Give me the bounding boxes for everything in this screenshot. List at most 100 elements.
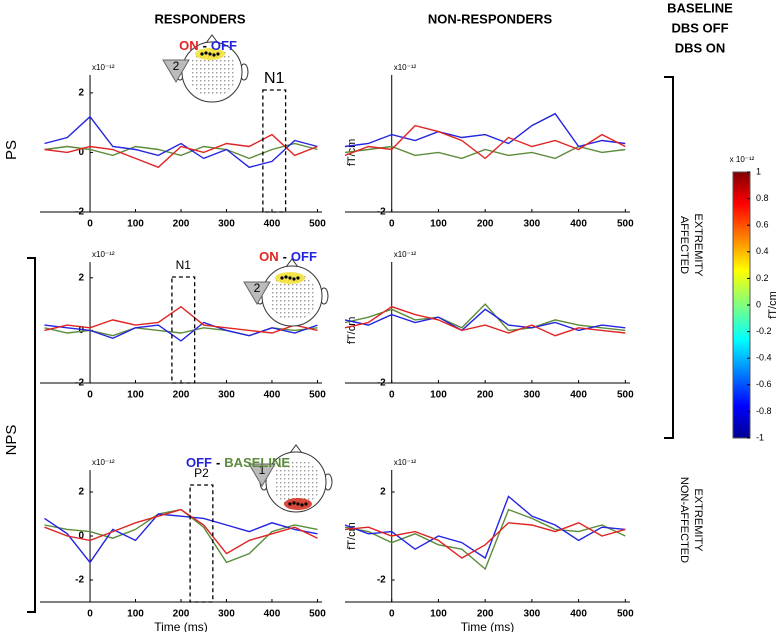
sensor	[296, 490, 298, 492]
x-tick-label: 300	[218, 219, 235, 230]
sensor	[216, 68, 218, 70]
x-tick-label: 200	[173, 609, 190, 620]
sensor	[296, 316, 298, 318]
sensor	[300, 288, 302, 290]
sensor	[192, 72, 194, 74]
x-tick-label: 500	[309, 390, 326, 401]
x-tick-label: 0	[87, 609, 93, 620]
sensor	[284, 304, 286, 306]
sensor	[276, 292, 278, 294]
sensor	[276, 296, 278, 298]
colorbar-tick-label: -0.2	[756, 326, 772, 336]
sensor	[292, 474, 294, 476]
series-line	[44, 321, 318, 342]
time-window-label: N1	[176, 258, 192, 272]
series-line	[44, 115, 318, 169]
sensor	[312, 470, 314, 472]
sensor	[196, 84, 198, 86]
sensor	[216, 88, 218, 90]
sensor	[304, 276, 306, 278]
sensor	[304, 482, 306, 484]
sensor	[204, 88, 206, 90]
sensor	[232, 64, 234, 66]
sensor	[292, 316, 294, 318]
sensor	[204, 80, 206, 82]
sensor	[280, 288, 282, 290]
sensor	[212, 88, 214, 90]
sensor	[228, 76, 230, 78]
sensor	[312, 308, 314, 310]
sensor	[232, 60, 234, 62]
sensor-highlight	[300, 503, 304, 507]
sensor	[304, 292, 306, 294]
sensor	[288, 490, 290, 492]
sensor	[280, 316, 282, 318]
sensor	[272, 308, 274, 310]
sensor	[280, 284, 282, 286]
sensor	[284, 308, 286, 310]
sensor	[312, 300, 314, 302]
sensor	[216, 76, 218, 78]
sensor	[296, 486, 298, 488]
colorbar-tick-label: 0.4	[756, 246, 769, 256]
sensor	[232, 68, 234, 70]
sensor	[212, 68, 214, 70]
sensor	[312, 494, 314, 496]
sensor	[192, 60, 194, 62]
sensor	[296, 308, 298, 310]
series-line	[44, 508, 318, 564]
sensor	[224, 52, 226, 54]
sensor	[200, 68, 202, 70]
x-tick-label: 100	[127, 609, 144, 620]
sensor	[196, 64, 198, 66]
head-nose	[205, 34, 219, 44]
sensor	[228, 84, 230, 86]
x-tick-label: 200	[477, 390, 494, 401]
sensor	[316, 470, 318, 472]
sensor	[296, 470, 298, 472]
sensor	[280, 312, 282, 314]
sensor	[216, 84, 218, 86]
sensor	[204, 92, 206, 94]
y-tick-label: -2	[75, 378, 84, 389]
sensor	[276, 312, 278, 314]
sensor-highlight	[200, 52, 204, 56]
sensor	[220, 60, 222, 62]
sensor	[200, 64, 202, 66]
sensor	[304, 284, 306, 286]
sensor	[308, 312, 310, 314]
y-tick-label: -2	[75, 207, 84, 218]
x-tick-label: 300	[524, 609, 541, 620]
sensor-highlight	[304, 502, 308, 506]
y-tick-label: 2	[380, 487, 386, 498]
sensor	[228, 60, 230, 62]
contrast-label: ON - OFF	[259, 249, 317, 264]
sensor	[192, 68, 194, 70]
sensor	[284, 474, 286, 476]
colorbar-tick-label: 0.8	[756, 193, 769, 203]
sensor	[276, 284, 278, 286]
sensor	[308, 462, 310, 464]
sensor	[308, 284, 310, 286]
x-tick-label: 100	[430, 219, 447, 230]
x-tick-label: 400	[264, 390, 281, 401]
sensor	[292, 470, 294, 472]
sensor	[280, 494, 282, 496]
sensor	[284, 462, 286, 464]
sensor	[308, 292, 310, 294]
sensor	[300, 486, 302, 488]
series-line	[44, 133, 318, 169]
sensor	[308, 280, 310, 282]
sensor	[288, 474, 290, 476]
sensor	[280, 490, 282, 492]
sensor	[288, 312, 290, 314]
sensor	[196, 80, 198, 82]
sensor	[300, 462, 302, 464]
sensor	[224, 84, 226, 86]
sensor	[208, 92, 210, 94]
sensor	[208, 76, 210, 78]
x-tick-label: 200	[173, 219, 190, 230]
series-line	[344, 303, 626, 332]
sensor	[284, 486, 286, 488]
sensor	[292, 308, 294, 310]
